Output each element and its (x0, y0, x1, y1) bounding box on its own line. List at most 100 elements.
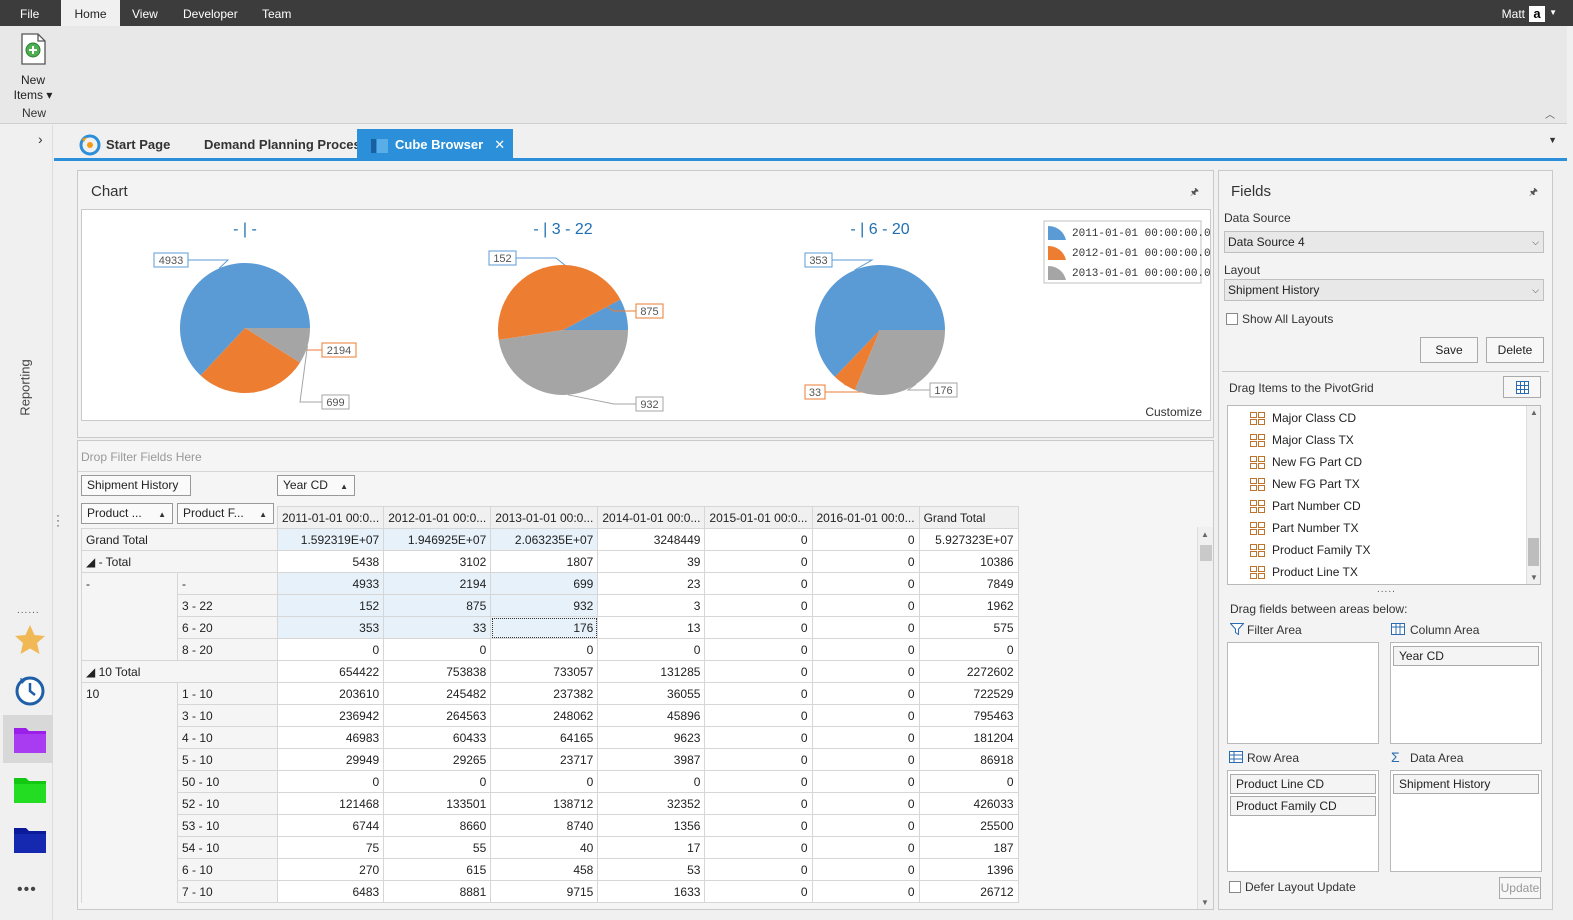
cell[interactable]: 138712 (490, 792, 599, 815)
cell[interactable]: 353 (276, 616, 385, 639)
menu-view[interactable]: View (132, 7, 158, 21)
cell[interactable]: 40 (490, 836, 599, 859)
cell[interactable]: 4933 (276, 572, 385, 595)
chart-customize-link[interactable]: Customize (1145, 405, 1202, 419)
layout-select[interactable]: Shipment History ⌵ (1224, 279, 1544, 301)
row-header-inner[interactable]: 7 - 10 (177, 880, 278, 903)
ribbon-collapse-icon[interactable]: ︿ (1545, 110, 1555, 121)
menu-developer[interactable]: Developer (183, 7, 238, 21)
cell[interactable]: 426033 (918, 792, 1019, 815)
list-splitter[interactable]: ..... (1377, 584, 1396, 595)
menu-home[interactable]: Home (61, 0, 120, 26)
cell[interactable]: 753838 (383, 660, 492, 683)
menu-file[interactable]: File (20, 7, 40, 21)
row-header-inner[interactable]: 3 - 22 (177, 594, 278, 617)
cell[interactable]: 8660 (383, 814, 492, 837)
cell[interactable]: 264563 (383, 704, 492, 727)
cell[interactable]: 0 (704, 748, 813, 771)
scroll-down-icon[interactable]: ▼ (1201, 898, 1209, 907)
cell[interactable]: 6483 (276, 880, 385, 903)
scroll-thumb[interactable] (1200, 545, 1212, 561)
scroll-down-icon[interactable]: ▼ (1530, 573, 1538, 582)
row-header[interactable]: ◢ 10 Total (81, 660, 278, 683)
cell[interactable]: 0 (597, 770, 706, 793)
new-items-button[interactable]: New Items ▾ (8, 30, 58, 102)
tab-start-page[interactable]: Start Page (78, 129, 170, 161)
cell[interactable]: 5438 (276, 550, 385, 573)
user-name[interactable]: Matt (1501, 7, 1525, 21)
pivot-vertical-scrollbar[interactable]: ▲ ▼ (1197, 527, 1213, 909)
pie-slice[interactable] (245, 328, 310, 363)
cell[interactable]: 9623 (597, 726, 706, 749)
reporting-label[interactable]: Reporting (17, 359, 33, 416)
cell[interactable]: 575 (918, 616, 1019, 639)
cell[interactable]: 187 (918, 836, 1019, 859)
field-list-item[interactable]: Part Number TX (1250, 521, 1358, 535)
column-area-field-year-cd[interactable]: Year CD (1393, 646, 1539, 666)
cell[interactable]: 270 (276, 858, 385, 881)
purple-folder-icon[interactable] (12, 722, 48, 758)
cell[interactable]: 1.592319E+07 (276, 528, 385, 551)
user-menu-caret-icon[interactable]: ▼ (1549, 8, 1557, 17)
cell[interactable]: 0 (811, 616, 920, 639)
column-header[interactable]: Grand Total (918, 506, 1019, 529)
row-field-product-family[interactable]: Product F... ▲ (177, 503, 274, 524)
cell[interactable]: 23717 (490, 748, 599, 771)
cell[interactable]: 0 (811, 748, 920, 771)
cell[interactable]: 1396 (918, 858, 1019, 881)
row-header[interactable]: ◢ - Total (81, 550, 278, 573)
column-header[interactable]: 2013-01-01 00:0... (490, 506, 599, 529)
cell[interactable]: 2194 (383, 572, 492, 595)
cell[interactable]: 654422 (276, 660, 385, 683)
cell[interactable]: 6744 (276, 814, 385, 837)
row-header-inner[interactable]: 6 - 10 (177, 858, 278, 881)
row-area-field-product-line-cd[interactable]: Product Line CD (1230, 774, 1376, 794)
row-header-inner[interactable]: 50 - 10 (177, 770, 278, 793)
cell[interactable]: 1.946925E+07 (383, 528, 492, 551)
cell[interactable]: 0 (704, 880, 813, 903)
cell[interactable]: 0 (811, 528, 920, 551)
cell[interactable]: 152 (276, 594, 385, 617)
cell[interactable]: 795463 (918, 704, 1019, 727)
defer-layout-checkbox[interactable] (1229, 881, 1241, 893)
cell[interactable]: 0 (811, 858, 920, 881)
cell[interactable]: 0 (918, 770, 1019, 793)
cell[interactable]: 0 (704, 836, 813, 859)
cell[interactable]: 39 (597, 550, 706, 573)
layout-toggle-button[interactable] (1503, 376, 1541, 398)
recent-history-icon[interactable] (12, 672, 48, 708)
update-button[interactable]: Update (1499, 877, 1541, 899)
cell[interactable]: 0 (811, 770, 920, 793)
cell[interactable]: 733057 (490, 660, 599, 683)
row-field-product-line[interactable]: Product ... ▲ (81, 503, 173, 524)
app-logo[interactable]: a (1529, 6, 1545, 22)
cell[interactable]: 0 (597, 638, 706, 661)
cell[interactable]: 0 (704, 704, 813, 727)
field-list-item[interactable]: New FG Part TX (1250, 477, 1360, 491)
cell[interactable]: 0 (811, 836, 920, 859)
cell[interactable]: 0 (704, 726, 813, 749)
cell[interactable]: 2272602 (918, 660, 1019, 683)
cell[interactable]: 0 (704, 814, 813, 837)
cell[interactable]: 0 (811, 682, 920, 705)
cell[interactable]: 8881 (383, 880, 492, 903)
row-header-inner[interactable]: 1 - 10 (177, 682, 278, 705)
field-list-item[interactable]: Major Class CD (1250, 411, 1356, 425)
cell[interactable]: 203610 (276, 682, 385, 705)
cell[interactable]: 45896 (597, 704, 706, 727)
cell[interactable]: 0 (811, 550, 920, 573)
cell[interactable]: 236942 (276, 704, 385, 727)
pie-slice[interactable] (498, 330, 628, 395)
cell[interactable]: 699 (490, 572, 599, 595)
cell[interactable]: 64165 (490, 726, 599, 749)
cell[interactable]: 932 (490, 594, 599, 617)
cell[interactable]: 0 (918, 638, 1019, 661)
cell[interactable]: 0 (704, 660, 813, 683)
cell[interactable]: 29949 (276, 748, 385, 771)
column-header[interactable]: 2015-01-01 00:0... (704, 506, 813, 529)
cell[interactable]: 0 (811, 660, 920, 683)
row-header-inner[interactable]: 53 - 10 (177, 814, 278, 837)
cell[interactable]: 26712 (918, 880, 1019, 903)
cell[interactable]: 121468 (276, 792, 385, 815)
cell[interactable]: 3987 (597, 748, 706, 771)
